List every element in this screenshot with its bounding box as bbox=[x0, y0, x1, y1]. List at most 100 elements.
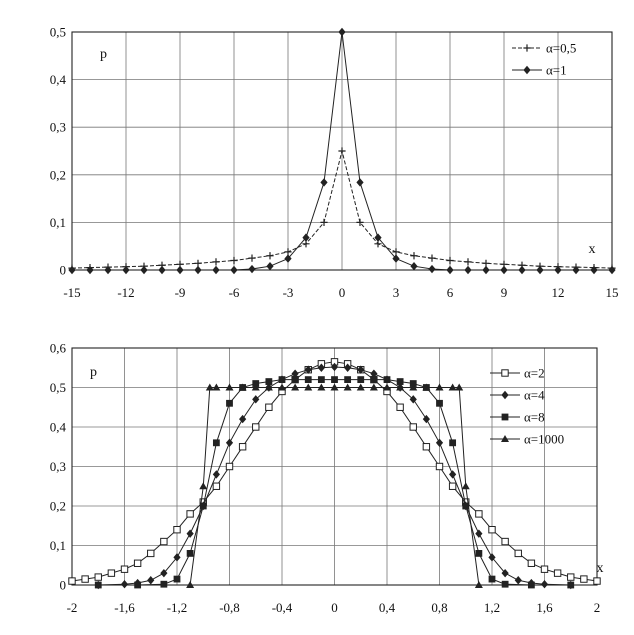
data-point bbox=[230, 265, 238, 275]
y-tick-label: 0,3 bbox=[50, 459, 66, 474]
data-point bbox=[409, 383, 418, 391]
y-axis-label: p bbox=[100, 47, 107, 62]
data-point bbox=[567, 581, 575, 589]
data-point bbox=[122, 265, 130, 275]
data-point bbox=[475, 529, 483, 538]
data-point bbox=[107, 569, 116, 577]
data-point bbox=[580, 575, 588, 583]
data-point bbox=[383, 383, 391, 391]
data-point bbox=[383, 376, 391, 383]
y-tick-label: 0,3 bbox=[50, 120, 66, 135]
data-point bbox=[239, 414, 247, 424]
data-point bbox=[194, 265, 202, 275]
data-point bbox=[317, 363, 325, 372]
data-point bbox=[344, 363, 352, 372]
y-tick-label: 0,4 bbox=[50, 72, 67, 87]
legend-entry: α=8 bbox=[490, 410, 545, 425]
x-tick-label: -1,2 bbox=[167, 600, 188, 615]
data-point bbox=[212, 470, 220, 479]
data-point bbox=[540, 580, 549, 589]
data-point bbox=[370, 376, 378, 383]
series-4 bbox=[186, 383, 483, 588]
data-point bbox=[199, 482, 208, 490]
x-axis-label: x bbox=[597, 561, 604, 576]
x-axis-label: x bbox=[589, 242, 596, 257]
data-point bbox=[422, 443, 431, 451]
data-point bbox=[448, 383, 457, 391]
data-point bbox=[409, 395, 417, 404]
data-point bbox=[448, 482, 457, 490]
data-point bbox=[291, 376, 299, 383]
data-point bbox=[343, 383, 352, 391]
data-point bbox=[147, 549, 155, 558]
data-point bbox=[475, 550, 483, 557]
data-point bbox=[173, 575, 181, 583]
data-point bbox=[449, 439, 457, 447]
x-tick-label: -0,4 bbox=[272, 600, 293, 615]
data-point bbox=[291, 383, 300, 391]
data-point bbox=[422, 414, 430, 424]
x-tick-label: 0 bbox=[331, 600, 338, 615]
data-point bbox=[392, 248, 400, 256]
data-point bbox=[251, 383, 260, 391]
data-point bbox=[291, 369, 299, 378]
data-point bbox=[173, 553, 181, 562]
data-point bbox=[410, 261, 418, 271]
y-tick-label: 0 bbox=[60, 578, 67, 593]
legend-label: α=2 bbox=[524, 366, 545, 381]
data-point bbox=[488, 575, 496, 583]
data-point bbox=[500, 265, 508, 275]
data-point bbox=[370, 369, 378, 378]
data-point bbox=[317, 383, 326, 391]
data-point bbox=[304, 376, 312, 383]
data-point bbox=[248, 264, 256, 274]
data-point bbox=[199, 502, 207, 510]
legend-marker bbox=[523, 44, 531, 52]
data-point bbox=[194, 259, 202, 267]
data-point bbox=[436, 399, 443, 407]
data-point bbox=[317, 376, 325, 383]
x-tick-label: -6 bbox=[229, 285, 240, 300]
x-tick-label: 0,4 bbox=[379, 600, 396, 615]
data-point bbox=[428, 264, 436, 274]
legend-label: α=4 bbox=[524, 388, 545, 403]
x-tick-label: 15 bbox=[606, 285, 619, 300]
data-point bbox=[320, 178, 328, 187]
x-tick-label: 6 bbox=[447, 285, 454, 300]
data-point bbox=[134, 581, 142, 589]
data-point bbox=[68, 577, 76, 585]
data-point bbox=[374, 233, 382, 242]
data-point bbox=[501, 537, 509, 546]
x-tick-label: -9 bbox=[175, 285, 186, 300]
data-point bbox=[248, 254, 256, 262]
legend-marker bbox=[501, 390, 509, 400]
legend-label: α=1 bbox=[546, 63, 567, 78]
data-point bbox=[226, 399, 233, 407]
x-tick-label: -0,8 bbox=[219, 600, 240, 615]
data-point bbox=[482, 259, 490, 267]
data-point bbox=[590, 265, 598, 275]
data-point bbox=[81, 575, 89, 583]
data-point bbox=[461, 482, 470, 490]
data-point bbox=[158, 265, 166, 275]
data-point bbox=[225, 462, 234, 471]
data-point bbox=[278, 376, 286, 383]
data-point bbox=[369, 383, 378, 391]
x-tick-label: 3 bbox=[393, 285, 400, 300]
x-tick-label: -12 bbox=[117, 285, 134, 300]
data-point bbox=[265, 378, 273, 385]
data-point bbox=[186, 550, 194, 557]
data-point bbox=[147, 576, 155, 585]
data-point bbox=[230, 256, 238, 265]
data-point bbox=[266, 252, 274, 260]
data-point bbox=[475, 510, 483, 518]
legend-marker bbox=[501, 435, 509, 442]
data-point bbox=[536, 265, 544, 275]
data-point bbox=[212, 482, 221, 490]
y-axis-label: p bbox=[90, 365, 97, 380]
data-point bbox=[553, 569, 562, 577]
data-point bbox=[302, 233, 310, 242]
data-point bbox=[304, 365, 312, 374]
data-point bbox=[572, 265, 580, 275]
y-tick-label: 0,1 bbox=[50, 538, 66, 553]
